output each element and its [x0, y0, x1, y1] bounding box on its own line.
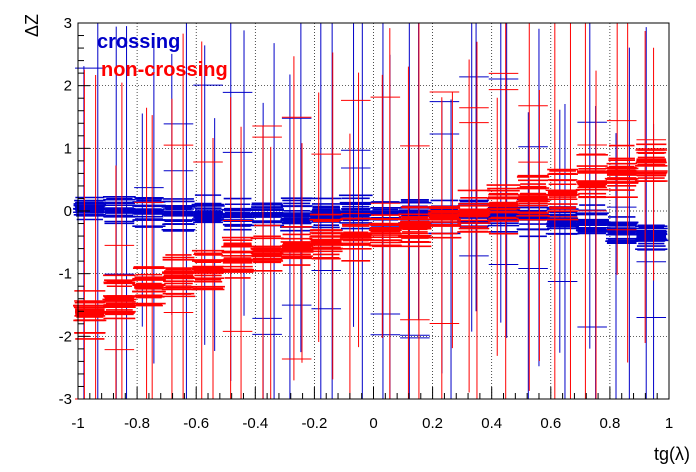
data-points — [73, 23, 669, 400]
x-tick-label: 0.2 — [422, 415, 443, 432]
legend-item-non-crossing: non-crossing — [101, 59, 228, 81]
x-tick-labels: -1 -0.8 -0.6 -0.4 -0.2 0 0.2 0.4 0.6 0.8 1 — [71, 415, 673, 432]
x-tick-label: 0.6 — [540, 415, 561, 432]
x-tick-label: -0.6 — [183, 415, 209, 432]
x-tick-label: -0.4 — [242, 415, 268, 432]
x-axis-title: tg(λ) — [654, 444, 690, 464]
y-tick-label: 2 — [64, 78, 72, 95]
x-tick-label: 0 — [369, 415, 377, 432]
y-tick-label: 1 — [64, 140, 72, 157]
y-tick-label: -1 — [59, 266, 72, 283]
y-axis-title: ΔZ — [22, 14, 42, 37]
legend: crossing non-crossing — [97, 31, 228, 81]
x-tick-label: -0.2 — [301, 415, 327, 432]
x-tick-label: -1 — [71, 415, 84, 432]
y-tick-label: 0 — [64, 203, 72, 220]
y-tick-labels: -3 -2 -1 0 1 2 3 — [59, 15, 72, 408]
x-tick-label: -0.8 — [124, 415, 150, 432]
x-tick-label: 0.8 — [599, 415, 620, 432]
axis-ticks — [77, 22, 670, 400]
x-tick-label: 1 — [665, 415, 673, 432]
legend-item-crossing: crossing — [97, 31, 180, 53]
y-tick-label: -3 — [59, 391, 72, 408]
x-tick-label: 0.4 — [481, 415, 502, 432]
y-tick-label: 3 — [64, 15, 72, 32]
y-tick-label: -2 — [59, 328, 72, 345]
series-1 — [73, 23, 668, 400]
